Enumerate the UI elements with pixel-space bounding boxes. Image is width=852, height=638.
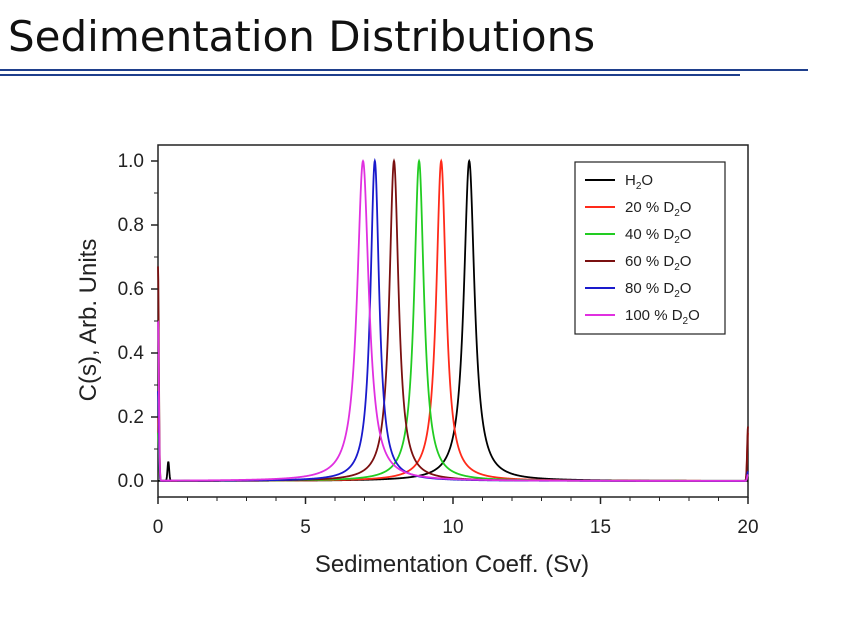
title-rule-top: [0, 69, 808, 71]
x-tick-label: 20: [737, 517, 758, 538]
slide-title: Sedimentation Distributions: [8, 12, 596, 61]
x-tick-label: 15: [590, 517, 611, 538]
y-axis-label: C(s), Arb. Units: [75, 239, 102, 402]
legend-box: [574, 161, 726, 335]
y-tick-label: 0.2: [118, 407, 144, 428]
x-tick-label: 5: [300, 517, 311, 538]
y-tick-label: 0.0: [118, 471, 144, 492]
y-tick-label: 1.0: [118, 151, 144, 172]
x-tick-label: 0: [153, 517, 164, 538]
legend-label: 100 % D2O: [625, 307, 700, 327]
y-axis-ticks: 0.0 0.2 0.4 0.6 0.8 1.0: [118, 151, 158, 492]
legend: H2O 20 % D2O 40 % D2O 60 % D2O 80 % D2O 100 %…: [574, 161, 726, 335]
series-line: [157, 159, 749, 482]
legend-label: 80 % D2O: [625, 280, 691, 300]
plot-area: [157, 144, 749, 498]
y-tick-label: 0.4: [118, 343, 145, 364]
x-axis-ticks: 0 5 10 15 20: [153, 497, 759, 538]
legend-label: 60 % D2O: [625, 253, 691, 273]
x-tick-label: 10: [442, 517, 463, 538]
x-axis-label: Sedimentation Coeff. (Sv): [315, 551, 589, 578]
y-tick-label: 0.8: [118, 215, 144, 236]
title-rule-bottom: [0, 74, 740, 76]
legend-label: H2O: [625, 172, 653, 192]
y-tick-label: 0.6: [118, 279, 144, 300]
legend-label: 20 % D2O: [625, 199, 691, 219]
legend-label: 40 % D2O: [625, 226, 691, 246]
